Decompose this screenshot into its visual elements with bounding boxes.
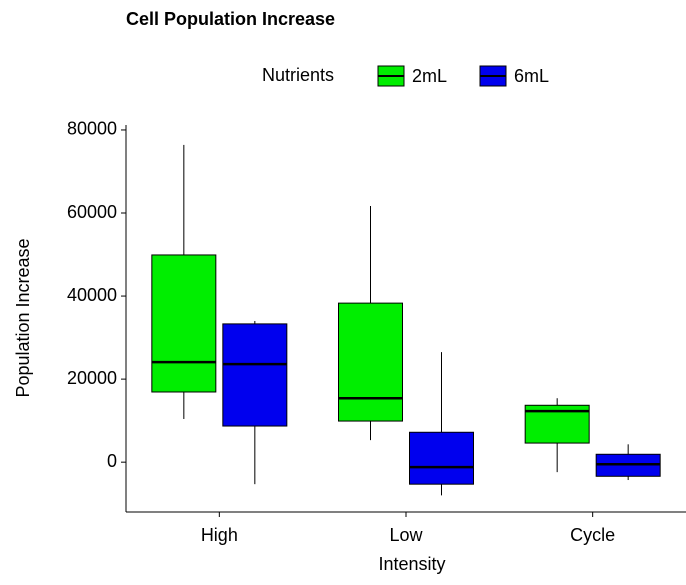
box [151,254,217,393]
chart-title: Cell Population Increase [126,9,335,29]
y-tick-label: 80000 [67,119,117,139]
y-tick-label: 60000 [67,202,117,222]
box [222,323,288,427]
x-axis-label: Intensity [378,554,445,574]
y-axis-label: Population Increase [13,238,33,397]
box [409,431,474,485]
y-tick-label: 40000 [67,285,117,305]
y-tick-label: 0 [107,451,117,471]
x-tick-label: High [201,525,238,545]
box [338,302,403,422]
y-tick-label: 20000 [67,368,117,388]
legend-label: 6mL [514,66,549,86]
legend-title: Nutrients [262,65,334,85]
x-tick-label: Low [389,525,423,545]
x-tick-label: Cycle [570,525,615,545]
legend-label: 2mL [412,66,447,86]
